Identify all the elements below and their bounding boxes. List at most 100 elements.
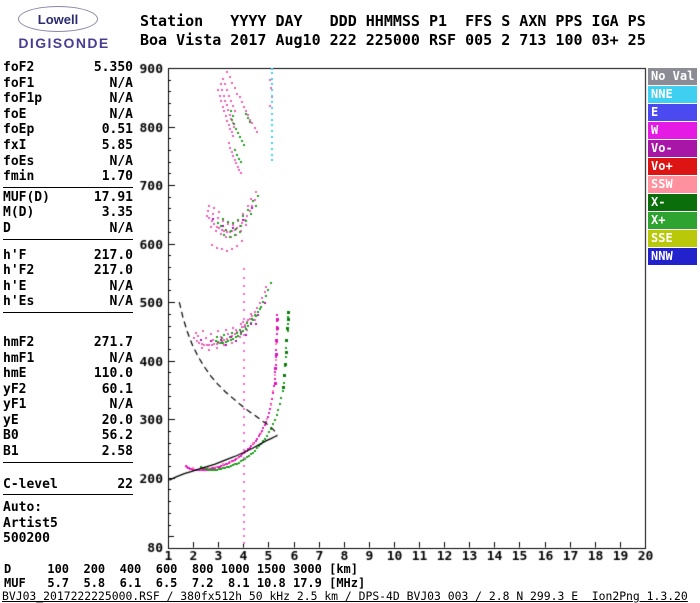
param-label: MUF(D) — [3, 189, 50, 205]
param-row-hmf2: hmF2 271.7 — [3, 335, 133, 351]
param-label: yE — [3, 412, 19, 428]
param-row-fmin: fmin 1.70 — [3, 169, 133, 185]
param-value: 217.0 — [93, 263, 133, 279]
param-row-fxi: fxI 5.85 — [3, 138, 133, 154]
param-label: B1 — [3, 444, 19, 460]
param-value: 60.1 — [101, 381, 133, 397]
param-value: 17.91 — [93, 189, 133, 205]
logo-lowell-text: Lowell — [37, 11, 79, 27]
param-label: yF1 — [3, 397, 27, 413]
param-label: foF1 — [3, 75, 35, 91]
param-value: 1.70 — [101, 169, 133, 185]
param-row-hf2: h'F2 217.0 — [3, 263, 133, 279]
param-label: foE — [3, 106, 27, 122]
param-label: M(D) — [3, 205, 35, 221]
legend-item-sse: SSE — [648, 230, 697, 247]
legend-item-x-: X- — [648, 194, 697, 211]
param-row-m(d): M(D) 3.35 — [3, 205, 133, 221]
legend-item-e: E — [648, 104, 697, 121]
param-group-1: foF2 5.350 foF1 N/A foF1p N/A foE N/A foEp 0.51 fx… — [3, 60, 133, 185]
logo-oval: Lowell — [18, 6, 98, 32]
dmuf-line-muf: MUF 5.7 5.8 6.1 6.5 7.2 8.1 10.8 17.9 [M… — [4, 575, 366, 590]
param-row-foep: foEp 0.51 — [3, 122, 133, 138]
param-value: 5.85 — [101, 137, 133, 153]
header-line1: Station YYYY DAY DDD HHMMSS P1 FFS S AXN… — [140, 12, 646, 30]
param-row-b1: B1 2.58 — [3, 444, 133, 460]
legend-item-no-val: No Val — [648, 68, 697, 85]
param-label: C-level — [3, 476, 58, 492]
param-label: foF1p — [3, 91, 43, 107]
param-value: 22 — [117, 476, 133, 492]
param-value: N/A — [109, 220, 133, 236]
param-divider — [3, 461, 133, 463]
param-divider — [3, 494, 133, 496]
param-label: 500200 — [3, 531, 50, 547]
param-row-artist5: Artist5 — [3, 516, 133, 532]
param-value: N/A — [109, 106, 133, 122]
param-label: foEs — [3, 153, 35, 169]
param-group-4: hmF2 271.7 hmF1 N/A hmE 110.0 yF2 60.1 yF1 N/A yE 2… — [3, 335, 133, 460]
param-divider — [3, 238, 133, 240]
param-value: N/A — [109, 153, 133, 169]
param-label: h'E — [3, 278, 27, 294]
parameter-panel: foF2 5.350 foF1 N/A foF1p N/A foE N/A foEp 0.51 fx… — [3, 60, 133, 547]
param-value: 2.58 — [101, 444, 133, 460]
param-label: Artist5 — [3, 515, 58, 531]
param-divider — [3, 186, 133, 188]
param-row-hf: h'F 217.0 — [3, 248, 133, 264]
param-label: h'F — [3, 247, 27, 263]
param-label: h'Es — [3, 294, 35, 310]
param-row-hme: hmE 110.0 — [3, 366, 133, 382]
param-value: N/A — [109, 294, 133, 310]
param-label: hmE — [3, 366, 27, 382]
param-group-6: Auto: Artist5 500200 — [3, 500, 133, 547]
param-label: foEp — [3, 122, 35, 138]
param-label: fxI — [3, 137, 27, 153]
param-label: hmF2 — [3, 334, 35, 350]
param-value: 217.0 — [93, 247, 133, 263]
param-row-muf(d): MUF(D) 17.91 — [3, 190, 133, 206]
param-value: N/A — [109, 91, 133, 107]
param-label: hmF1 — [3, 350, 35, 366]
param-group-2: MUF(D) 17.91 M(D) 3.35 D N/A — [3, 190, 133, 237]
param-row-fof1p: foF1p N/A — [3, 91, 133, 107]
dmuf-line-d: D 100 200 400 600 800 1000 1500 3000 [km… — [4, 562, 359, 576]
param-group-5: C-level 22 — [3, 477, 133, 493]
param-label: yF2 — [3, 381, 27, 397]
param-value: 5.350 — [93, 60, 133, 75]
legend-item-vo+: Vo+ — [648, 158, 697, 175]
legend-item-nne: NNE — [648, 86, 697, 103]
param-label: fmin — [3, 169, 35, 185]
param-row-yf2: yF2 60.1 — [3, 382, 133, 398]
distance-muf-table: D 100 200 400 600 800 1000 1500 3000 [km… — [4, 562, 366, 590]
param-row-b0: B0 56.2 — [3, 428, 133, 444]
param-value: N/A — [109, 350, 133, 366]
param-value: 56.2 — [101, 428, 133, 444]
param-label: h'F2 — [3, 263, 35, 279]
param-row-auto: Auto: — [3, 500, 133, 516]
param-value: N/A — [109, 75, 133, 91]
legend-item-nnw: NNW — [648, 248, 697, 265]
param-label: D — [3, 220, 11, 236]
param-row-foe: foE N/A — [3, 107, 133, 123]
legend-item-vo-: Vo- — [648, 140, 697, 157]
param-row-yf1: yF1 N/A — [3, 397, 133, 413]
param-row-he: h'E N/A — [3, 279, 133, 295]
param-label: Auto: — [3, 500, 43, 516]
param-row-fof1: foF1 N/A — [3, 76, 133, 92]
param-row-d: D N/A — [3, 221, 133, 237]
param-value: 3.35 — [101, 205, 133, 221]
footer-status-line: BVJ03_2017222225000.RSF / 380fx512h 50 k… — [2, 589, 688, 603]
param-label: foF2 — [3, 60, 35, 75]
param-row-c-level: C-level 22 — [3, 477, 133, 493]
param-row-hes: h'Es N/A — [3, 294, 133, 310]
param-value: 0.51 — [101, 122, 133, 138]
param-row-ye: yE 20.0 — [3, 413, 133, 429]
lowell-digisonde-logo: Lowell DIGISONDE — [8, 6, 120, 51]
param-row-hmf1: hmF1 N/A — [3, 351, 133, 367]
param-group-3: h'F 217.0 h'F2 217.0 h'E N/A h'Es N/A — [3, 248, 133, 310]
param-label: B0 — [3, 428, 19, 444]
header-line2: Boa Vista 2017 Aug10 222 225000 RSF 005 … — [140, 31, 646, 49]
